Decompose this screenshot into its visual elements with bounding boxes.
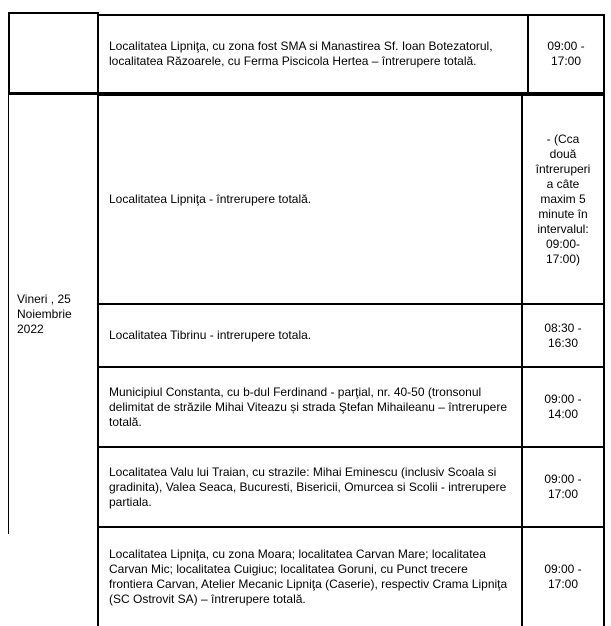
interval-text: 08:30 - 16:30	[544, 320, 582, 350]
interval-text: 09:00 - 14:00	[544, 392, 582, 421]
description-text: Localitatea Lipniţa - întrerupere totală…	[109, 192, 312, 206]
interval-cell: - (Cca două întreruperi a câte maxim 5 m…	[521, 94, 605, 305]
description-text: Localitatea Lipniţa, cu zona Moara; loca…	[109, 547, 508, 606]
description-text: Localitatea Lipniţa, cu zona fost SMA si…	[109, 39, 493, 68]
interval-cell: 08:30 - 16:30	[521, 303, 605, 368]
description-text: Municipiul Constanta, cu b-dul Ferdinand…	[109, 384, 507, 429]
description-cell: Localitatea Tibrinu - intrerupere totala…	[97, 303, 523, 368]
description-cell: Municipiul Constanta, cu b-dul Ferdinand…	[97, 366, 523, 448]
interval-cell: 09:00 - 17:00	[521, 526, 605, 626]
interval-cell: 09:00 - 17:00	[527, 14, 605, 94]
interval-cell: 09:00 - 14:00	[521, 366, 605, 448]
date-cell: Vineri , 25 Noiembrie 2022	[8, 94, 98, 534]
interval-text: 09:00 - 17:00	[544, 472, 582, 501]
description-text: Localitatea Valu lui Traian, cu strazile…	[109, 464, 507, 509]
description-cell: Localitatea Lipniţa - întrerupere totală…	[97, 94, 523, 305]
interval-cell: 09:00 - 17:00	[521, 446, 605, 528]
date-text: Vineri , 25 Noiembrie 2022	[17, 292, 72, 336]
interval-text: 09:00 - 17:00	[544, 562, 582, 591]
description-cell: Localitatea Lipniţa, cu zona Moara; loca…	[97, 526, 523, 626]
description-text: Localitatea Tibrinu - intrerupere totala…	[109, 328, 312, 342]
interval-text: - (Cca două întreruperi a câte maxim 5 m…	[535, 132, 591, 266]
description-cell: Localitatea Valu lui Traian, cu strazile…	[97, 446, 523, 528]
interval-text: 09:00 - 17:00	[547, 39, 585, 68]
description-cell: Localitatea Lipniţa, cu zona fost SMA si…	[97, 14, 529, 94]
date-cell	[8, 12, 99, 94]
